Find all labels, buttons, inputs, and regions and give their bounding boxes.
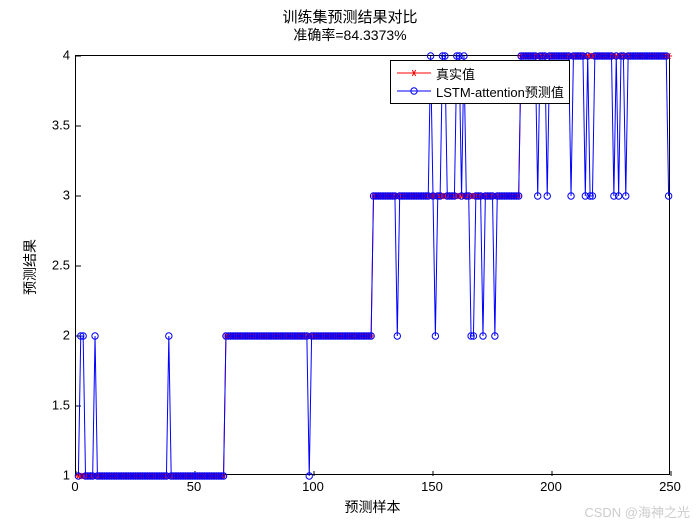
- y-axis-label: 预测结果: [20, 217, 40, 317]
- legend-label: LSTM-attention预测值: [436, 82, 564, 101]
- legend-entry: LSTM-attention预测值: [396, 82, 564, 100]
- y-tick-label: 3.5: [40, 118, 70, 133]
- chart-svg: [76, 56, 671, 476]
- x-tick-label: 0: [71, 479, 78, 494]
- legend-entry: 真实值: [396, 64, 564, 82]
- y-tick-label: 2: [40, 328, 70, 343]
- subtitle-text: 准确率=84.3373%: [293, 27, 406, 43]
- legend: 真实值LSTM-attention预测值: [390, 60, 570, 104]
- x-tick-label: 250: [659, 479, 681, 494]
- x-tick-label: 50: [187, 479, 201, 494]
- ylabel-text: 预测结果: [22, 239, 38, 295]
- figure-container: 训练集预测结果对比 准确率=84.3373% 预测样本 预测结果 真实值LSTM…: [0, 0, 700, 525]
- legend-swatch: [396, 66, 432, 80]
- x-axis-label: 预测样本: [75, 497, 670, 517]
- legend-swatch: [396, 84, 432, 98]
- x-tick-label: 200: [540, 479, 562, 494]
- chart-title: 训练集预测结果对比: [0, 6, 700, 27]
- plot-area: [75, 55, 670, 475]
- y-tick-label: 3: [40, 188, 70, 203]
- title-text: 训练集预测结果对比: [282, 9, 417, 26]
- watermark-text: CSDN @海神之光: [584, 502, 690, 521]
- legend-label: 真实值: [436, 64, 475, 83]
- chart-subtitle: 准确率=84.3373%: [0, 25, 700, 45]
- xlabel-text: 预测样本: [345, 499, 401, 515]
- x-tick-label: 100: [302, 479, 324, 494]
- y-tick-label: 4: [40, 48, 70, 63]
- x-tick-label: 150: [421, 479, 443, 494]
- y-tick-label: 1.5: [40, 398, 70, 413]
- y-tick-label: 2.5: [40, 258, 70, 273]
- y-tick-label: 1: [40, 468, 70, 483]
